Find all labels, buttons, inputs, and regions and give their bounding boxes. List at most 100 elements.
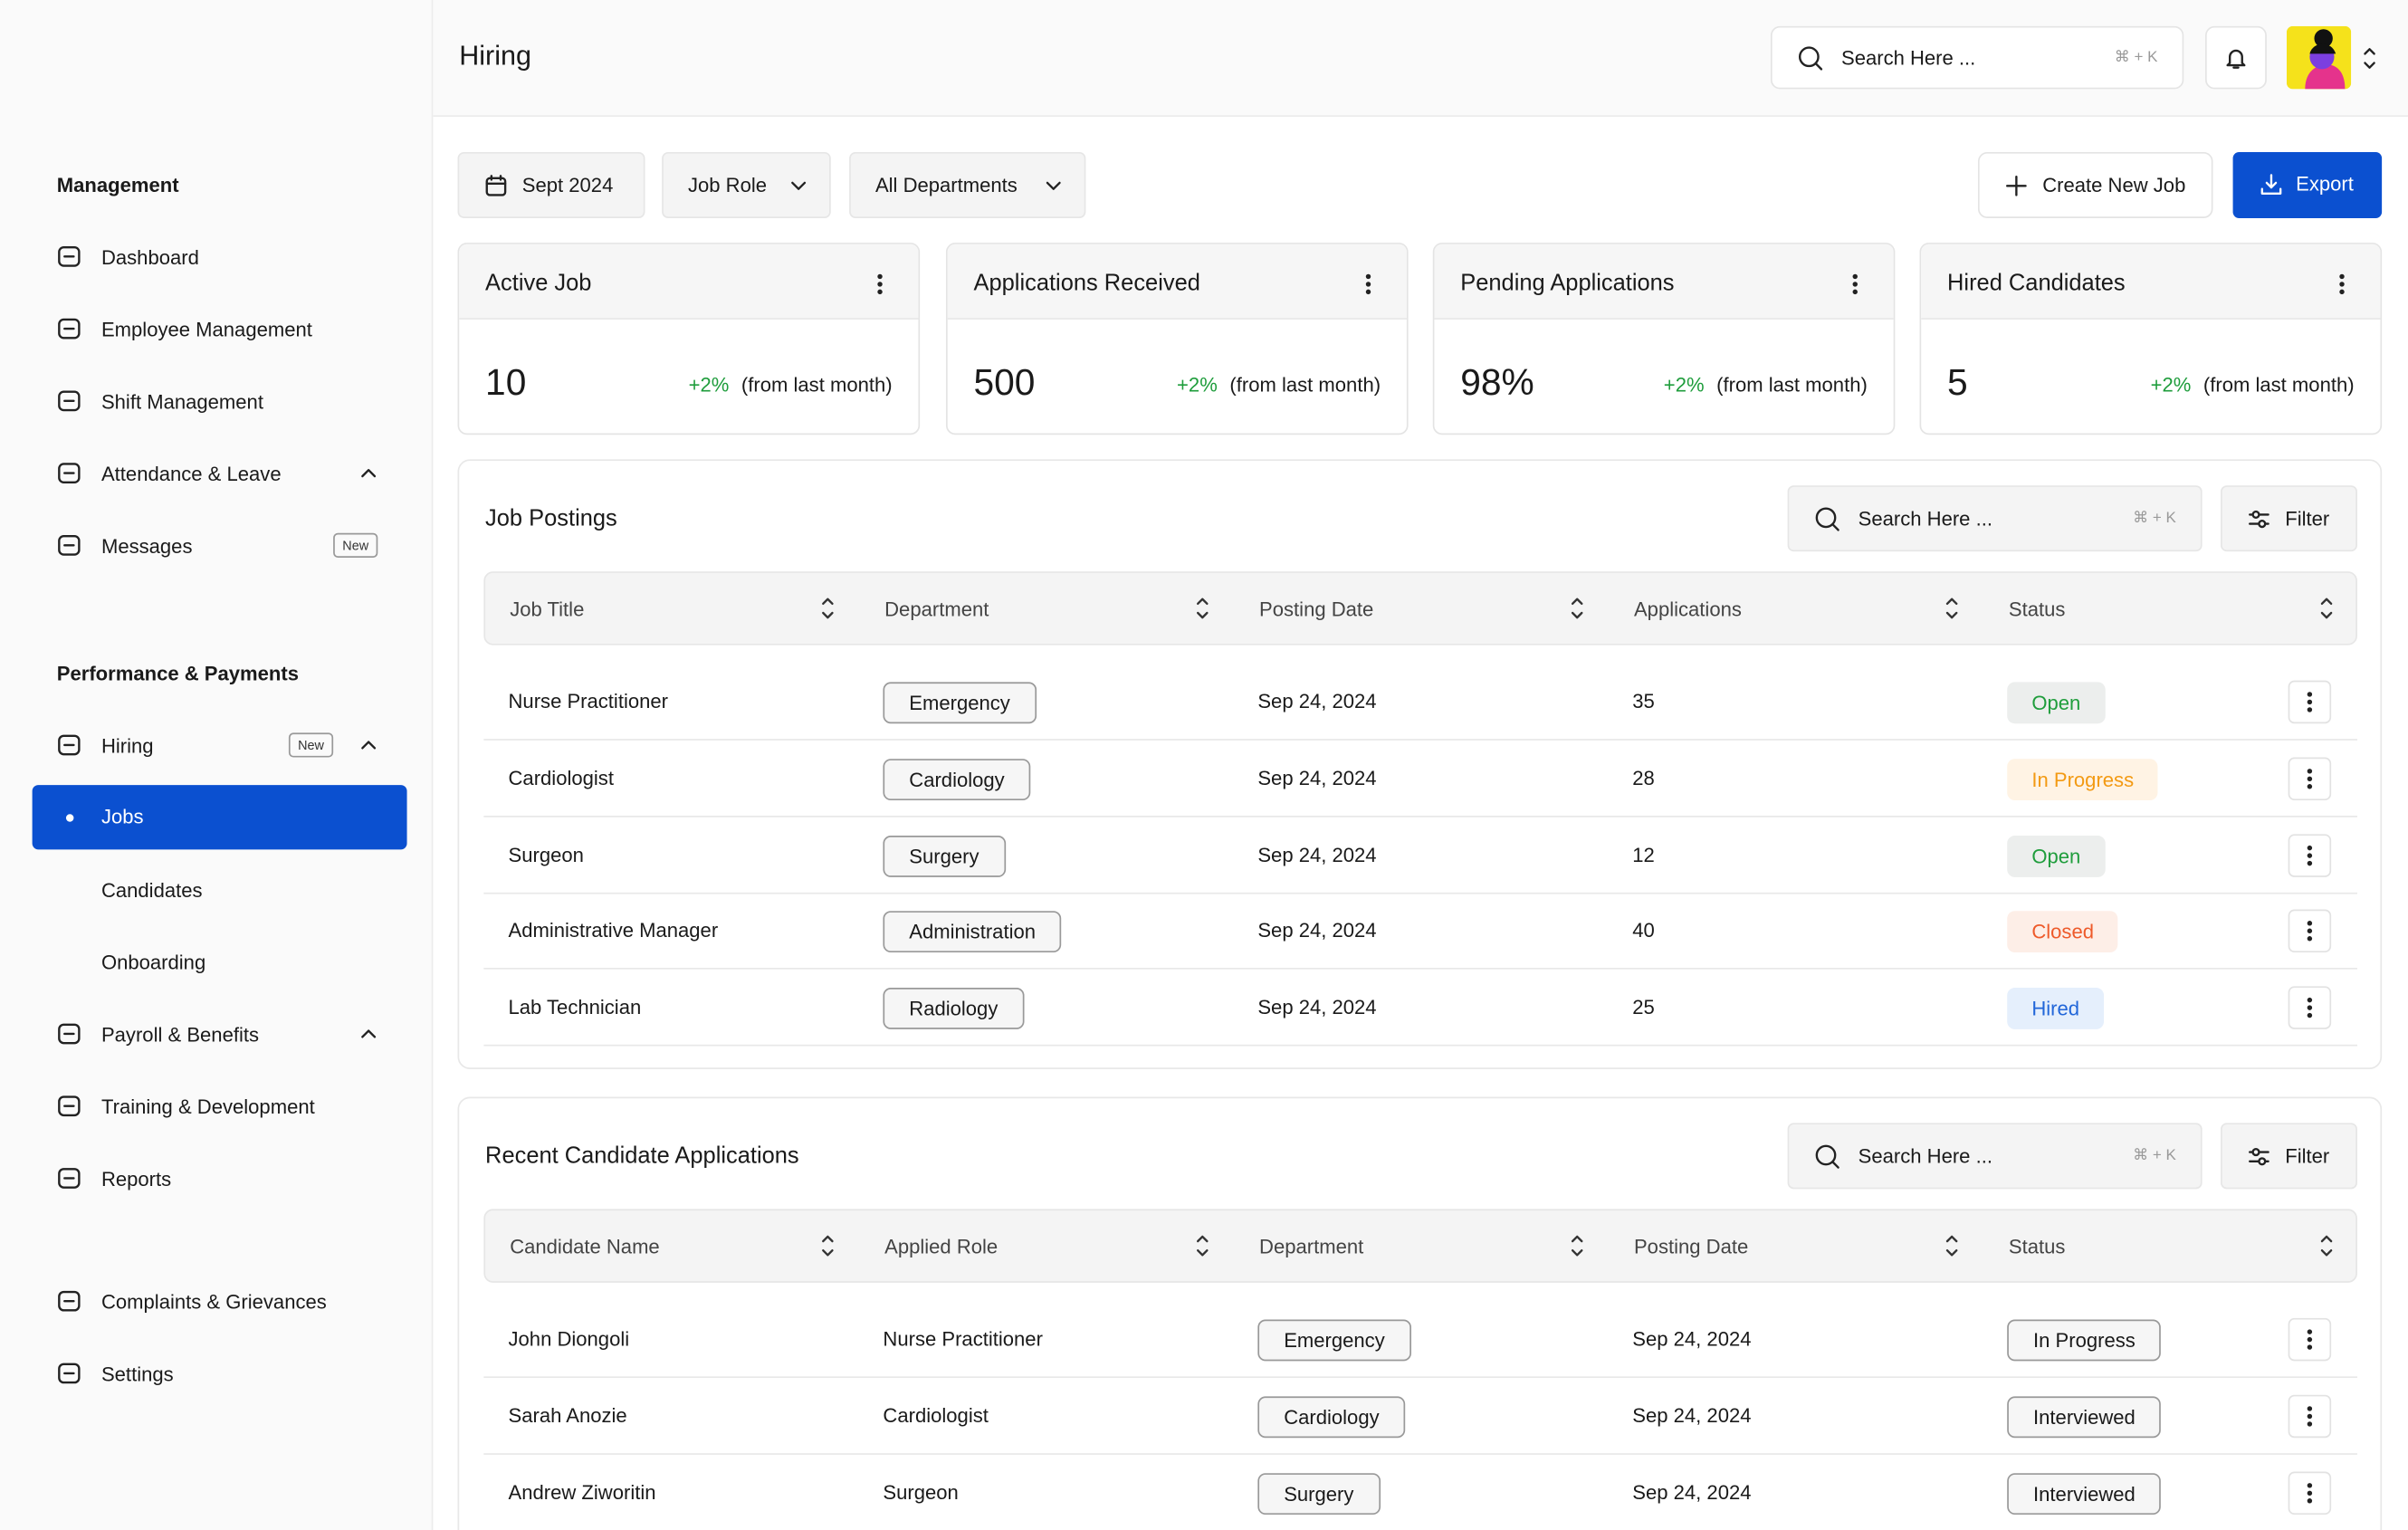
download-icon bbox=[2260, 174, 2282, 196]
sidebar-label[interactable]: Training & Development bbox=[100, 1094, 315, 1118]
sidebar-label[interactable]: Shift Management bbox=[100, 389, 263, 413]
sort-icon[interactable] bbox=[2319, 596, 2335, 620]
shortcut: ⌘ + K bbox=[2114, 49, 2158, 66]
status-badge: Interviewed bbox=[2007, 1472, 2162, 1515]
filter-label[interactable]: Sept 2024 bbox=[521, 173, 614, 197]
row-actions-button[interactable] bbox=[2288, 910, 2332, 953]
filter-button[interactable]: Job Role bbox=[662, 151, 831, 218]
sidebar-item[interactable]: Dashboard bbox=[33, 220, 407, 292]
stat-change-note: (from last month) bbox=[1716, 373, 1868, 397]
sidebar-label[interactable]: Onboarding bbox=[100, 950, 206, 973]
row-actions-button[interactable] bbox=[2288, 1394, 2332, 1438]
sidebar-item[interactable]: Candidates bbox=[33, 854, 407, 926]
filter-button[interactable]: Sept 2024 bbox=[457, 151, 645, 218]
export-button[interactable]: Export bbox=[2232, 151, 2383, 218]
sidebar-label[interactable]: Messages bbox=[100, 533, 193, 558]
department-tag: Cardiology bbox=[883, 758, 1031, 800]
column-header[interactable]: Posting Date bbox=[1259, 598, 1374, 621]
sidebar-item[interactable]: Onboarding bbox=[33, 925, 407, 998]
sidebar-label[interactable]: Attendance & Leave bbox=[100, 461, 282, 485]
sort-icon[interactable] bbox=[1570, 1234, 1585, 1258]
button-label[interactable]: Create New Job bbox=[2042, 173, 2186, 197]
column-header[interactable]: Status bbox=[2008, 1235, 2066, 1258]
row-actions-button[interactable] bbox=[2288, 757, 2332, 800]
sidebar-item[interactable]: Messages New bbox=[33, 509, 407, 581]
search-icon bbox=[1813, 1143, 1841, 1171]
column-header[interactable]: Status bbox=[2008, 598, 2066, 621]
sidebar-item[interactable]: Employee Management bbox=[33, 292, 407, 365]
notification-button[interactable] bbox=[2205, 25, 2267, 90]
sidebar-item[interactable]: Complaints & Grievances bbox=[33, 1265, 407, 1337]
more-button[interactable] bbox=[1852, 273, 1859, 295]
row-actions-button[interactable] bbox=[2288, 1317, 2332, 1362]
create-job-button[interactable]: Create New Job bbox=[1977, 151, 2213, 218]
sort-icon[interactable] bbox=[2319, 1234, 2335, 1258]
filter-label[interactable]: Job Role bbox=[687, 173, 768, 197]
button-label[interactable]: Export bbox=[2296, 172, 2354, 196]
sidebar-icon bbox=[55, 1360, 83, 1388]
filter-label[interactable]: All Departments bbox=[874, 173, 1018, 197]
sidebar-label[interactable]: Dashboard bbox=[100, 244, 199, 269]
table-search[interactable]: Search Here ... ⌘ + K bbox=[1787, 485, 2203, 552]
sidebar-label[interactable]: Candidates bbox=[100, 877, 203, 902]
sort-icon[interactable] bbox=[820, 596, 836, 620]
sidebar-item[interactable]: Hiring New bbox=[33, 709, 407, 781]
more-button[interactable] bbox=[1365, 273, 1371, 295]
sort-icon[interactable] bbox=[820, 1234, 836, 1258]
column-header[interactable]: Applied Role bbox=[884, 1235, 999, 1258]
filter-label[interactable]: Filter bbox=[2285, 506, 2330, 531]
row-actions-button[interactable] bbox=[2288, 1470, 2332, 1515]
sort-icon[interactable] bbox=[1570, 596, 1585, 620]
row-actions-button[interactable] bbox=[2288, 986, 2332, 1030]
sidebar-item[interactable]: Reports bbox=[33, 1143, 407, 1215]
bell-icon bbox=[2223, 46, 2248, 71]
table-title: Job Postings bbox=[485, 505, 617, 532]
plus-icon bbox=[2005, 175, 2027, 196]
row-actions-button[interactable] bbox=[2288, 680, 2332, 724]
sidebar-label[interactable]: Complaints & Grievances bbox=[100, 1289, 327, 1313]
more-button[interactable] bbox=[877, 273, 884, 295]
filter-button[interactable]: Filter bbox=[2220, 1123, 2357, 1190]
sidebar-item[interactable]: Payroll & Benefits bbox=[33, 998, 407, 1070]
stat-change: +2% (from last month) bbox=[1177, 373, 1381, 396]
stat-card: Active Job 10 +2% (from last month) bbox=[457, 243, 921, 435]
sidebar-icon bbox=[55, 1164, 83, 1192]
sidebar-label[interactable]: Jobs bbox=[100, 805, 144, 828]
column-header[interactable]: Department bbox=[1259, 1235, 1364, 1258]
table-panel: Recent Candidate Applications Search Here… bbox=[457, 1096, 2383, 1530]
table-cell: Nurse Practitioner bbox=[883, 1327, 1043, 1351]
header-search[interactable]: Search Here ... ⌘ + K bbox=[1770, 25, 2184, 90]
sort-icon[interactable] bbox=[1195, 1234, 1210, 1258]
sidebar-item[interactable]: Jobs bbox=[32, 784, 407, 849]
avatar[interactable] bbox=[2286, 25, 2352, 90]
column-header[interactable]: Department bbox=[884, 598, 989, 621]
sidebar-item[interactable]: Settings bbox=[33, 1337, 407, 1410]
table-cell: Cardiologist bbox=[508, 766, 614, 789]
column-header[interactable]: Applications bbox=[1633, 598, 1742, 621]
sidebar-label[interactable]: Settings bbox=[100, 1362, 174, 1385]
column-header[interactable]: Posting Date bbox=[1633, 1235, 1749, 1258]
sidebar-item[interactable]: Shift Management bbox=[33, 365, 407, 437]
column-header[interactable]: Job Title bbox=[510, 598, 585, 621]
stat-value: 5 bbox=[1947, 362, 1968, 405]
sidebar-label[interactable]: Payroll & Benefits bbox=[100, 1022, 260, 1046]
filter-button[interactable]: Filter bbox=[2220, 485, 2357, 552]
sidebar-item[interactable]: Attendance & Leave bbox=[33, 437, 407, 510]
sidebar-label[interactable]: Hiring bbox=[100, 733, 154, 757]
table-row: Surgeon Surgery Sep 24, 2024 12 Open bbox=[483, 817, 2357, 894]
row-actions-button[interactable] bbox=[2288, 833, 2332, 877]
sidebar-item[interactable]: Training & Development bbox=[33, 1070, 407, 1143]
sidebar-label[interactable]: Employee Management bbox=[100, 317, 312, 340]
sidebar-icon bbox=[55, 1287, 83, 1315]
filter-label[interactable]: Filter bbox=[2285, 1144, 2330, 1168]
sort-icon[interactable] bbox=[1945, 596, 1960, 620]
more-button[interactable] bbox=[2339, 273, 2346, 295]
sort-icon[interactable] bbox=[1195, 596, 1210, 620]
sidebar-label[interactable]: Reports bbox=[100, 1166, 172, 1191]
sort-icon[interactable] bbox=[1945, 1234, 1960, 1258]
page-title: Hiring bbox=[459, 40, 531, 72]
status-badge: Closed bbox=[2007, 911, 2119, 953]
filter-button[interactable]: All Departments bbox=[849, 151, 1086, 218]
column-header[interactable]: Candidate Name bbox=[510, 1235, 660, 1258]
table-search[interactable]: Search Here ... ⌘ + K bbox=[1787, 1123, 2203, 1190]
